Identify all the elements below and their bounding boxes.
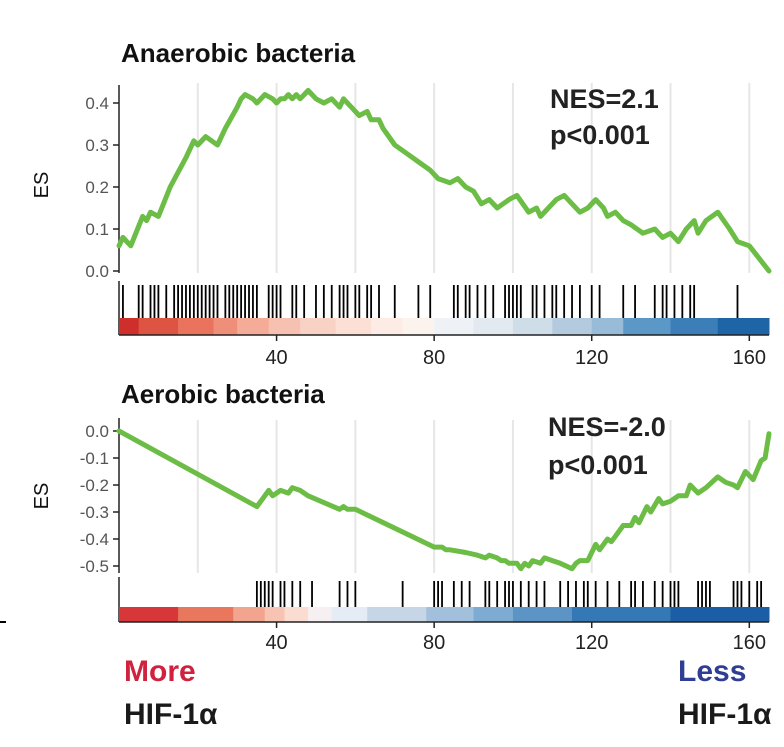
x-tick-label: 40	[265, 632, 287, 654]
y-tick-label: 0.1	[85, 220, 109, 239]
rank-gradient-segment	[233, 607, 266, 622]
rank-gradient-segment	[717, 318, 770, 335]
es-line	[116, 428, 772, 572]
rank-gradient-segment	[237, 318, 270, 335]
y-axis-title: ES	[31, 483, 53, 510]
more-label: More	[124, 655, 196, 688]
pvalue-annotation: p<0.001	[548, 450, 648, 480]
rank-gradient-segment	[119, 607, 179, 622]
x-tick-label: 80	[423, 632, 445, 654]
hif-right-label: HIF-1α	[678, 698, 772, 731]
rank-gradient-segment	[138, 318, 179, 335]
y-axis-title: ES	[31, 172, 53, 199]
panel-title: Anaerobic bacteria	[121, 38, 356, 68]
x-tick-label: 120	[575, 632, 608, 654]
rank-gradient-segment	[670, 607, 770, 622]
y-tick-label: -0.3	[80, 503, 109, 522]
rank-gradient-segment	[512, 318, 553, 335]
panel-title: Aerobic bacteria	[121, 379, 325, 409]
es-line	[116, 87, 772, 274]
y-tick-label: 0.0	[85, 262, 109, 281]
x-tick-label: 160	[733, 632, 766, 654]
rank-gradient-segment	[119, 318, 140, 335]
y-tick-label: -0.4	[80, 530, 109, 549]
x-tick-label: 120	[575, 347, 608, 369]
rank-gradient-segment	[371, 318, 404, 335]
rank-gradient-segment	[623, 318, 672, 335]
y-tick-label: 0.4	[85, 94, 109, 113]
rank-gradient-segment	[264, 607, 285, 622]
rank-gradient-segment	[268, 318, 301, 335]
hif-left-label: HIF-1α	[124, 698, 218, 731]
y-tick-label: -0.5	[80, 557, 109, 576]
stray-tick-mark	[0, 621, 6, 623]
rank-gradient-segment	[284, 607, 309, 622]
rank-gradient-segment	[331, 607, 368, 622]
x-tick-label: 80	[423, 347, 445, 369]
y-tick-label: 0.2	[85, 178, 109, 197]
rank-gradient-segment	[473, 318, 514, 335]
rank-gradient-segment	[426, 607, 475, 622]
rank-gradient-segment	[213, 318, 238, 335]
x-tick-label: 40	[265, 347, 287, 369]
y-tick-label: -0.2	[80, 476, 109, 495]
rank-gradient-segment	[552, 318, 593, 335]
rank-gradient-segment	[512, 607, 573, 622]
y-tick-label: 0.3	[85, 136, 109, 155]
x-tick-label: 160	[733, 347, 766, 369]
y-tick-label: -0.1	[80, 449, 109, 468]
nes-annotation: NES=2.1	[550, 84, 659, 114]
rank-gradient-segment	[434, 318, 475, 335]
rank-gradient-segment	[178, 318, 215, 335]
rank-gradient-segment	[335, 318, 372, 335]
rank-gradient-segment	[473, 607, 514, 622]
pvalue-annotation: p<0.001	[550, 120, 650, 150]
rank-gradient-segment	[308, 607, 333, 622]
less-label: Less	[678, 655, 747, 688]
rank-gradient-segment	[572, 607, 672, 622]
rank-gradient-segment	[591, 318, 624, 335]
rank-gradient-segment	[178, 607, 234, 622]
rank-gradient-segment	[670, 318, 719, 335]
y-tick-label: 0.0	[85, 422, 109, 441]
rank-gradient-segment	[367, 607, 427, 622]
rank-gradient-segment	[402, 318, 435, 335]
rank-gradient-segment	[300, 318, 337, 335]
nes-annotation: NES=-2.0	[548, 412, 666, 442]
